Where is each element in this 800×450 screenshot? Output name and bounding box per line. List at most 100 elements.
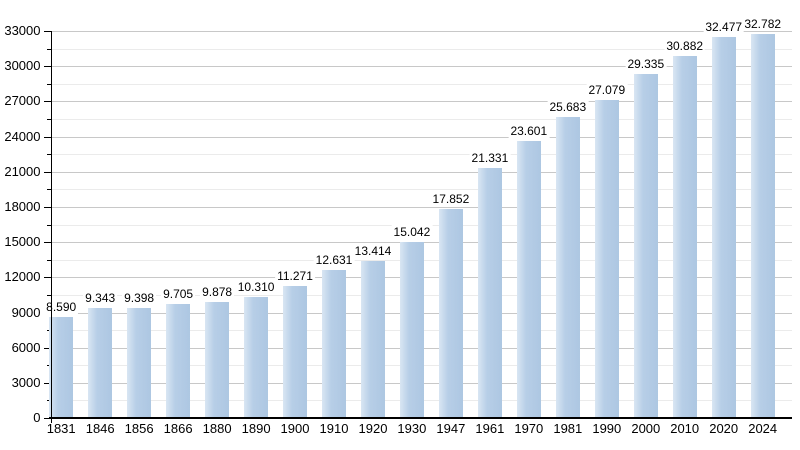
y-minor-tick <box>46 154 51 156</box>
bar <box>205 302 230 418</box>
x-axis-label: 2000 <box>631 421 661 436</box>
y-axis-label: 3000 <box>11 374 41 390</box>
y-minor-tick <box>46 365 51 367</box>
x-axis-label: 1981 <box>553 421 583 436</box>
bar <box>127 307 152 418</box>
bar-value-label: 27.079 <box>586 83 628 98</box>
gridline-major <box>50 66 792 68</box>
x-axis-label: 1866 <box>163 421 193 436</box>
bar <box>244 297 269 418</box>
gridline-minor <box>50 154 792 156</box>
bar-value-label: 13.414 <box>352 243 394 258</box>
y-axis-label: 0 <box>33 410 41 425</box>
bar <box>555 116 580 418</box>
x-axis-label: 2020 <box>709 421 739 436</box>
y-minor-tick <box>46 189 51 191</box>
x-axis-label: 1947 <box>436 421 466 436</box>
bar <box>399 241 424 418</box>
y-minor-tick <box>46 83 51 85</box>
gridline-minor <box>50 119 792 120</box>
y-minor-tick <box>46 294 51 296</box>
gridline-minor <box>50 189 792 191</box>
x-axis-label: 1831 <box>46 421 76 436</box>
bar-value-label: 32.477 <box>703 20 745 35</box>
bar <box>438 208 463 418</box>
y-major-tick <box>43 347 51 349</box>
bar <box>750 33 775 418</box>
bar <box>283 285 307 418</box>
bar <box>516 141 541 418</box>
y-major-tick <box>43 136 51 138</box>
y-minor-tick <box>46 224 51 226</box>
bar-value-label: 30.882 <box>664 38 706 53</box>
bar <box>477 167 502 418</box>
y-axis-label: 24000 <box>4 128 41 144</box>
y-major-tick <box>43 418 51 419</box>
y-axis-label: 9000 <box>11 304 41 320</box>
y-axis-label: 30000 <box>4 58 41 74</box>
bar-value-label: 9.343 <box>83 291 118 306</box>
y-minor-tick <box>46 119 51 120</box>
bar <box>711 37 736 418</box>
bar-value-label: 21.331 <box>469 150 511 165</box>
x-axis-label: 1846 <box>85 421 115 436</box>
x-axis-label: 1890 <box>241 421 271 436</box>
y-minor-tick <box>46 259 51 261</box>
y-axis-label: 15000 <box>4 234 41 250</box>
gridline-minor <box>50 48 792 50</box>
x-axis-label: 1920 <box>358 421 388 436</box>
bar-value-label: 8.590 <box>44 300 79 315</box>
y-major-tick <box>43 31 51 32</box>
bar-value-label: 11.271 <box>275 268 315 283</box>
bar <box>672 55 697 418</box>
bar-value-label: 25.683 <box>547 99 589 114</box>
bar-value-label: 15.042 <box>391 224 433 239</box>
y-major-tick <box>43 206 51 208</box>
bar-value-label: 10.310 <box>235 280 277 295</box>
y-major-tick <box>43 382 51 384</box>
y-major-tick <box>43 171 51 173</box>
y-minor-tick <box>46 48 51 50</box>
bar <box>49 317 74 418</box>
x-axis-label: 1900 <box>280 421 310 436</box>
y-minor-tick <box>46 400 51 402</box>
x-axis-label: 2024 <box>748 421 778 436</box>
x-axis-label: 1961 <box>475 421 505 436</box>
y-axis-label: 12000 <box>4 269 41 285</box>
bar <box>166 304 191 418</box>
y-axis-line <box>50 31 52 423</box>
x-axis-label: 1990 <box>592 421 622 436</box>
bar-value-label: 29.335 <box>625 57 667 71</box>
bar <box>322 269 346 418</box>
bar <box>361 260 385 418</box>
y-axis-label: 27000 <box>4 93 41 109</box>
bar-value-label: 32.782 <box>742 16 784 31</box>
bar-value-label: 9.878 <box>200 285 235 300</box>
x-axis-label: 1856 <box>124 421 154 436</box>
y-major-tick <box>43 66 51 68</box>
gridline-major <box>50 136 792 138</box>
x-axis-label: 1880 <box>202 421 232 436</box>
bar <box>633 74 658 418</box>
bar-value-label: 12.631 <box>313 252 355 267</box>
y-major-tick <box>43 101 51 103</box>
gridline-major <box>50 31 792 32</box>
gridline-major <box>50 206 792 208</box>
gridline-minor <box>50 83 792 85</box>
bar-value-label: 17.852 <box>430 191 472 206</box>
x-axis-line <box>48 417 792 419</box>
x-axis-label: 2010 <box>670 421 700 436</box>
x-axis-label: 1970 <box>514 421 544 436</box>
bar-value-label: 23.601 <box>508 124 550 139</box>
y-major-tick <box>43 277 51 279</box>
bar-value-label: 9.398 <box>122 290 157 305</box>
bar-value-label: 9.705 <box>161 287 196 302</box>
y-axis-label: 33000 <box>4 23 41 38</box>
x-axis-label: 1910 <box>319 421 349 436</box>
y-axis-label: 6000 <box>11 339 41 355</box>
bar <box>88 308 113 418</box>
y-axis-label: 18000 <box>4 198 41 214</box>
y-major-tick <box>43 242 51 244</box>
y-axis-label: 21000 <box>4 163 41 179</box>
